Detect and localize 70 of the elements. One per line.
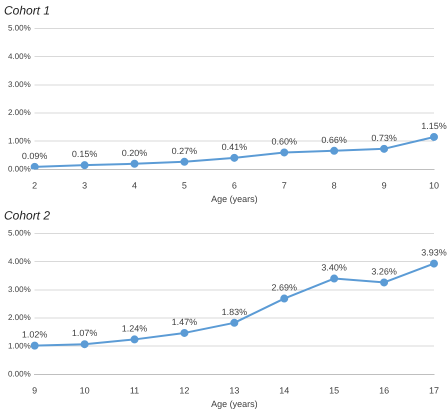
point (230, 318, 238, 327)
y-tick-label: 4.00% (8, 256, 31, 266)
x-axis-title: Age (years) (211, 194, 258, 204)
x-tick-label: 9 (32, 385, 38, 396)
y-tick-label: 1.00% (8, 136, 31, 146)
point (380, 144, 388, 153)
data-label: 1.02% (22, 330, 48, 340)
point (30, 342, 39, 350)
y-tick-label: 3.00% (8, 80, 31, 90)
y-tick-label: 2.00% (8, 313, 31, 322)
data-label: 2.69% (271, 282, 298, 293)
x-tick-label: 12 (179, 385, 190, 396)
point (130, 335, 139, 344)
y-tick-label: 3.00% (8, 285, 31, 294)
point (430, 260, 438, 268)
data-label: 0.27% (172, 146, 198, 156)
data-label: 1.15% (421, 120, 447, 131)
point (30, 162, 39, 170)
x-tick-label: 8 (332, 180, 337, 190)
data-label: 0.09% (22, 150, 48, 161)
point (230, 154, 238, 162)
data-label: 0.20% (122, 148, 148, 158)
x-tick-label: 15 (329, 385, 340, 396)
data-label: 0.73% (371, 132, 397, 143)
point (280, 148, 288, 156)
data-label: 3.93% (421, 248, 447, 258)
data-label: 0.66% (321, 134, 347, 145)
x-tick-label: 10 (80, 385, 90, 396)
y-tick-label: 5.00% (8, 228, 31, 238)
point (330, 274, 338, 283)
y-tick-label: 1.00% (8, 341, 31, 350)
point (180, 158, 188, 166)
data-label: 3.40% (321, 262, 347, 273)
data-label: 3.26% (371, 266, 397, 276)
point (180, 328, 188, 337)
data-label: 1.24% (122, 323, 148, 334)
data-label: 1.83% (222, 306, 248, 317)
point (80, 340, 89, 348)
x-tick-label: 5 (182, 180, 187, 190)
point (80, 161, 89, 170)
chart-title: Cohort 2 (4, 208, 50, 223)
x-axis-title: Age (years) (211, 399, 258, 410)
y-tick-label: 4.00% (8, 52, 31, 61)
x-tick-label: 16 (379, 385, 390, 396)
x-tick-label: 17 (428, 385, 440, 396)
data-label: 1.07% (72, 328, 98, 338)
point (380, 278, 388, 286)
y-tick-label: 0.00% (8, 370, 31, 379)
data-label: 0.15% (72, 149, 98, 160)
x-tick-label: 9 (382, 180, 387, 190)
x-tick-label: 6 (232, 180, 237, 190)
chart-title: Cohort 1 (4, 4, 50, 18)
y-tick-label: 0.00% (8, 164, 31, 174)
x-tick-label: 2 (32, 180, 38, 190)
x-tick-label: 13 (229, 385, 240, 396)
point (130, 160, 139, 168)
y-tick-label: 2.00% (8, 108, 31, 118)
x-tick-label: 14 (279, 385, 290, 396)
point (430, 132, 438, 141)
point (280, 294, 288, 303)
point (330, 146, 338, 155)
x-tick-label: 3 (82, 180, 88, 190)
data-label: 0.60% (271, 136, 298, 146)
x-tick-label: 7 (282, 180, 287, 190)
y-tick-label: 5.00% (8, 24, 31, 33)
data-label: 1.47% (172, 316, 198, 327)
x-tick-label: 10 (428, 180, 440, 190)
x-tick-label: 4 (132, 180, 138, 190)
data-label: 0.41% (222, 142, 248, 152)
x-tick-label: 11 (130, 385, 140, 396)
